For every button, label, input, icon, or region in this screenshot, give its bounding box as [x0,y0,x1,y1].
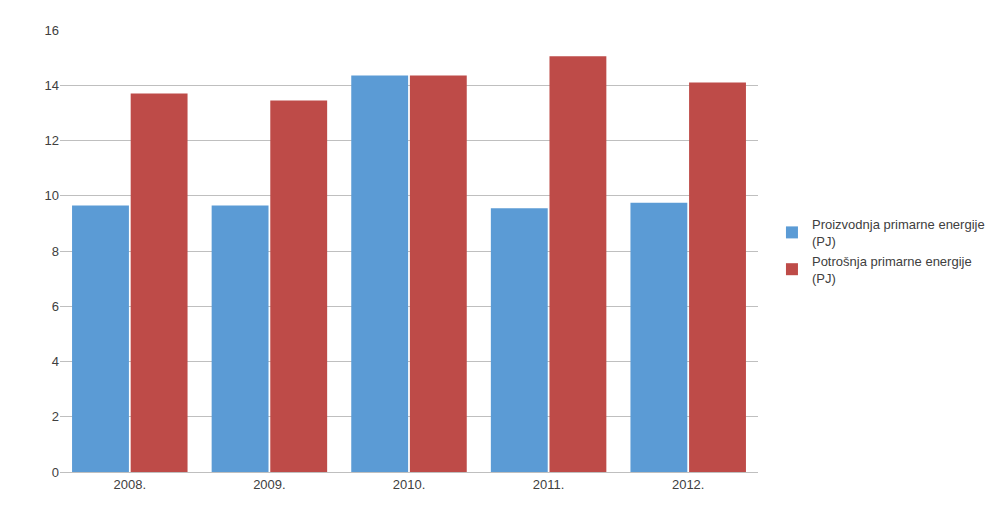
svg-text:16: 16 [45,23,59,38]
svg-text:10: 10 [45,188,59,203]
svg-text:2010.: 2010. [393,477,426,492]
svg-text:2008.: 2008. [114,477,147,492]
svg-text:8: 8 [52,244,59,259]
svg-text:14: 14 [45,78,59,93]
svg-text:Potrošnja primarne energije(PJ: Potrošnja primarne energije(PJ) [812,254,972,286]
svg-text:2009.: 2009. [253,477,286,492]
svg-text:2011.: 2011. [533,477,565,492]
svg-text:12: 12 [45,133,59,148]
svg-text:0: 0 [52,465,59,480]
svg-text:Proizvodnja primarne energije(: Proizvodnja primarne energije(PJ) [812,217,985,249]
svg-text:2012.: 2012. [672,477,705,492]
svg-text:4: 4 [52,354,59,369]
svg-text:6: 6 [52,299,59,314]
svg-text:2: 2 [52,409,59,424]
